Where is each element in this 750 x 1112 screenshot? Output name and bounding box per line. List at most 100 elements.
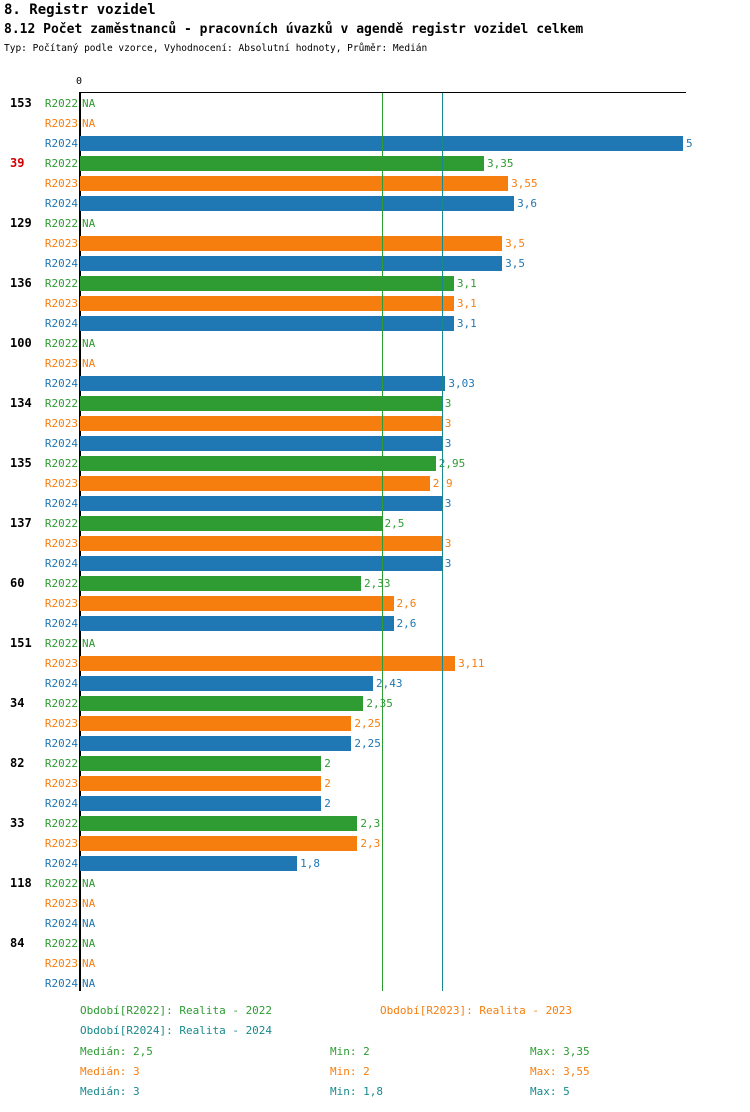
bar-group: 134 R2022 3 R2023 3 R2024 3 [0,393,750,453]
bar [80,595,394,611]
bar-group: 129 R2022 NA R2023 3,5 R2024 3,5 [0,213,750,273]
series-row: R2024 NA [0,973,750,993]
series-row: 34 R2022 2,35 [0,693,750,713]
series-row: R2024 3,6 [0,193,750,213]
bar-zone: NA [80,913,750,933]
bar-zone: 2,9 [80,473,750,493]
series-row: 39 R2022 3,35 [0,153,750,173]
value-label: 3,1 [456,316,477,330]
series-row: R2024 2 [0,793,750,813]
group-id-label: 129 [10,216,32,230]
series-label: R2024 [44,436,78,450]
bar-group: 82 R2022 2 R2023 2 R2024 2 [0,753,750,813]
series-label: R2022 [44,936,78,950]
bar-zone: 2 [80,793,750,813]
group-id-label: 137 [10,516,32,530]
series-label: R2022 [44,516,78,530]
legend-item-r2022: Období[R2022]: Realita - 2022 [80,1004,273,1017]
value-label: 3,5 [505,236,525,250]
bar-zone: 2,95 [80,453,750,473]
value-label: 3 [444,416,452,430]
bar-zone: 3 [80,553,750,573]
bar-group: 60 R2022 2,33 R2023 2,6 R2024 2,6 [0,573,750,633]
bar-zone: NA [80,113,750,133]
bar-zone: NA [80,213,750,233]
series-row: R2024 2,43 [0,673,750,693]
value-label: 3,35 [487,156,514,170]
bar-zone: 2,3 [80,813,750,833]
series-row: R2023 3,55 [0,173,750,193]
bar [80,855,298,871]
group-id-label: 134 [10,396,32,410]
bar [80,195,515,211]
series-label: R2024 [44,316,78,330]
series-label: R2023 [44,476,78,490]
bar [80,695,364,711]
group-id-label: 100 [10,336,32,350]
group-id-label: 33 [10,816,25,830]
bar [80,275,454,291]
value-label: 2,95 [438,456,466,470]
bar-zone: NA [80,633,750,653]
series-row: R2023 2,6 [0,593,750,613]
value-label: 5 [686,136,693,150]
stat-min-r2023: Min: 2 [330,1065,370,1078]
series-row: R2024 2,25 [0,733,750,753]
legend-item-r2024: Období[R2024]: Realita - 2024 [80,1024,273,1037]
bar [80,495,442,511]
series-row: R2024 1,8 [0,853,750,873]
stat-median-r2022: Medián: 2,5 [80,1045,153,1058]
bar-zone: 2,5 [80,513,750,533]
series-label: R2023 [44,356,78,370]
bar-zone: NA [80,353,750,373]
na-label: NA [82,96,96,110]
bar-group: 34 R2022 2,35 R2023 2,25 R2024 2,25 [0,693,750,753]
value-label: 2,5 [384,516,405,530]
series-row: R2023 3,11 [0,653,750,673]
value-label: 3,03 [448,376,475,390]
series-row: 84 R2022 NA [0,933,750,953]
value-label: 2,33 [363,576,391,590]
bar-zone: 3,1 [80,273,750,293]
series-label: R2024 [44,856,78,870]
bar-zone: NA [80,973,750,993]
series-row: 134 R2022 3 [0,393,750,413]
series-row: R2023 3,1 [0,293,750,313]
bar-zone: NA [80,933,750,953]
group-id-label: 34 [10,696,25,710]
series-label: R2024 [44,676,78,690]
group-id-label: 82 [10,756,25,770]
bar [80,615,394,631]
bar [80,295,454,311]
series-label: R2023 [44,656,78,670]
value-label: 2,3 [360,816,381,830]
series-row: R2023 NA [0,953,750,973]
bar [80,515,382,531]
bar-zone: 3,6 [80,193,750,213]
bar [80,755,322,771]
series-row: R2023 3 [0,533,750,553]
bar [80,375,446,391]
na-label: NA [82,876,96,890]
bar-zone: 3 [80,413,750,433]
series-row: R2024 3 [0,493,750,513]
series-label: R2022 [44,756,78,770]
group-id-label: 84 [10,936,25,950]
series-label: R2024 [44,496,78,510]
series-label: R2023 [44,296,78,310]
na-label: NA [82,976,96,990]
plot-rows: 153 R2022 NA R2023 NA R2024 5 39 R2022 3,35 R2023 3… [0,93,750,993]
bar-group: 118 R2022 NA R2023 NA R2024 NA [0,873,750,933]
value-label: 2,35 [366,696,393,710]
chart-subtitle: Typ: Počítaný podle vzorce, Vyhodnocení:… [4,43,428,54]
series-label: R2022 [44,456,78,470]
bar [80,835,358,851]
value-label: 2 [324,776,331,790]
series-label: R2024 [44,136,78,150]
series-row: R2024 2,6 [0,613,750,633]
chart-title: 8.12 Počet zaměstnanců - pracovních úvaz… [4,22,584,37]
bar [80,175,509,191]
series-label: R2024 [44,916,78,930]
